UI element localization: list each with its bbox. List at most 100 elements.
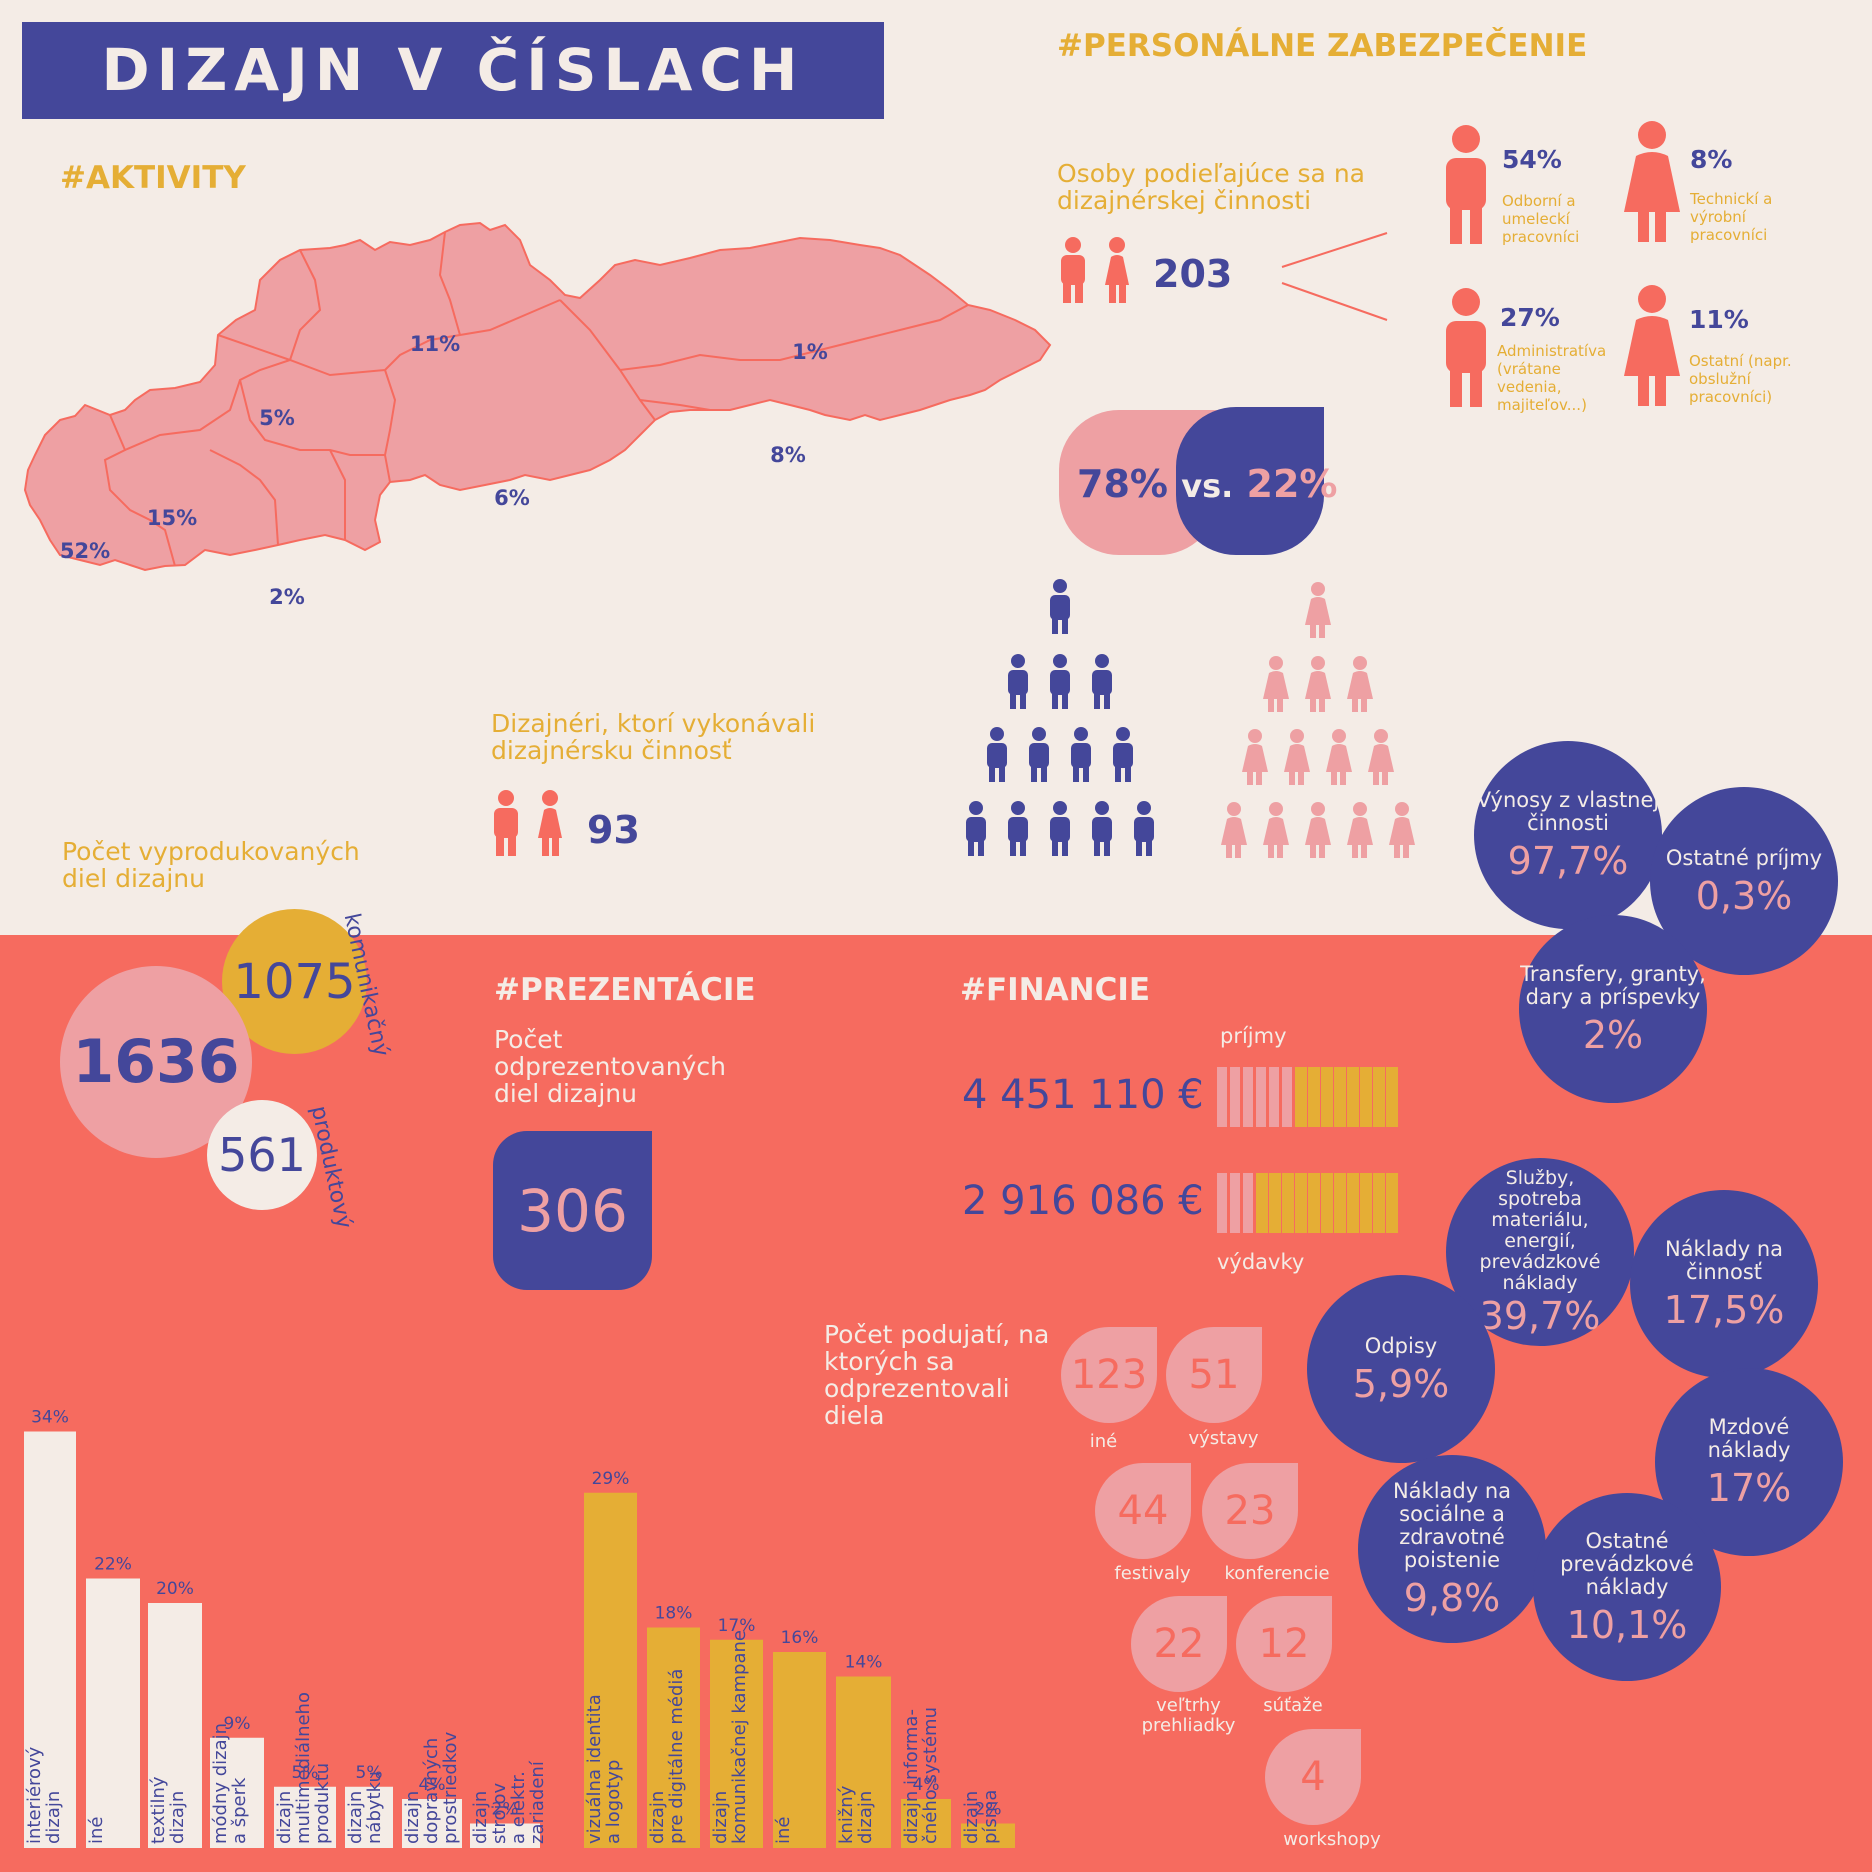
bar-chart2-0: [584, 1492, 637, 1848]
bar-category-label-chart1-7: dizajn: [470, 1791, 491, 1844]
expense-circle-1-pct: 39,7%: [1479, 1294, 1601, 1338]
bar-value-label-chart1-7: 2%: [492, 1800, 519, 1820]
income-circle-3-pct: 2%: [1582, 1013, 1644, 1057]
bar-category-label-chart2-1: pre digitálne médiá: [666, 1669, 687, 1844]
staff-pct-2: 8%: [1690, 145, 1733, 174]
bar-value-label-chart1-3: 9%: [224, 1714, 251, 1734]
bar-chart1-6: [402, 1799, 462, 1848]
event-value-3: 44: [1117, 1488, 1169, 1534]
bar-value-label-chart1-1: 22%: [94, 1555, 132, 1575]
expense-label: výdavky: [1217, 1250, 1305, 1274]
finance-bar-stripe: [1360, 1067, 1372, 1127]
event-drop-4: 23: [1202, 1463, 1298, 1559]
finance-bar-stripe: [1373, 1173, 1385, 1233]
presented-label: Počet odprezentovaných diel dizajnu: [494, 1025, 726, 1108]
finance-bar-stripe: [1347, 1067, 1359, 1127]
event-label-7: workshopy: [1283, 1829, 1381, 1850]
expense-circle-2-label: Náklady na činnosť: [1664, 1237, 1784, 1284]
finance-bar-stripe: [1386, 1173, 1398, 1233]
expense-circle-5-pct: 9,8%: [1403, 1576, 1501, 1620]
staff-label-1: Odborní a umeleckí pracovníci: [1502, 192, 1580, 246]
event-label-1: iné: [1089, 1431, 1118, 1452]
expense-circle-1-label: Služby, spotreba materiálu, energií, pre…: [1479, 1167, 1601, 1294]
finance-bar-stripe: [1321, 1067, 1333, 1127]
staff-label-2: Technickí a výrobní pracovníci: [1690, 190, 1773, 244]
event-drop-5: 22: [1131, 1596, 1227, 1692]
persons-count: 203: [1153, 252, 1233, 296]
event-value-5: 22: [1153, 1621, 1205, 1667]
event-label-3: festivaly: [1114, 1563, 1191, 1584]
designers-people-icon: [494, 790, 562, 856]
bar-category-label-chart2-6: dizajn: [961, 1791, 982, 1844]
event-drop-7: 4: [1265, 1729, 1361, 1825]
map-label-52: 52%: [60, 539, 110, 563]
presented-shape: 306: [493, 1131, 652, 1290]
bar-value-label-chart2-2: 17%: [718, 1616, 756, 1636]
bar-category-label-chart2-3: iné: [773, 1817, 794, 1844]
bar-category-label-chart2-5: čného systému: [920, 1707, 941, 1844]
staff-label-3: Administratíva (vrátane vedenia, majiteľ…: [1497, 342, 1607, 414]
bar-chart1-2: [148, 1603, 202, 1848]
female-icon-2: [1624, 285, 1680, 406]
finance-bar-stripe: [1256, 1067, 1266, 1127]
gender-right-shape: [1176, 407, 1324, 555]
people-pyramids: [966, 579, 1415, 858]
expense-circle-2: Náklady na činnosť 17,5%: [1630, 1190, 1818, 1378]
finance-bar-stripe: [1334, 1067, 1346, 1127]
bar-category-label-chart1-2: textilný: [148, 1776, 169, 1844]
bar-chart2-6: [961, 1823, 1015, 1848]
bar-category-label-chart1-5: nábytku: [364, 1771, 385, 1844]
bar-chart1-7: [470, 1823, 540, 1848]
finance-bar-stripe: [1256, 1173, 1268, 1233]
income-circle-1-pct: 97,7%: [1507, 839, 1629, 883]
bar-chart2-4: [836, 1676, 891, 1848]
section-personal: #PERSONÁLNE ZABEZPEČENIE: [1057, 28, 1588, 64]
bar-chart2-1: [647, 1627, 700, 1848]
designers-label: Dizajnéri, ktorí vykonávali dizajnérsku …: [491, 709, 816, 765]
events-label: Počet podujatí, na ktorých sa odprezento…: [824, 1320, 1050, 1430]
gender-vs: vs.: [1181, 467, 1234, 505]
map-label-15: 15%: [147, 506, 197, 530]
finance-bar-stripe: [1230, 1173, 1240, 1233]
bar-value-label-chart1-2: 20%: [156, 1579, 194, 1599]
income-label: príjmy: [1220, 1024, 1287, 1048]
bar-category-label-chart1-5: dizajn: [345, 1791, 366, 1844]
works-product-circle: 561: [207, 1100, 317, 1210]
map-label-8: 8%: [770, 443, 806, 467]
bottom-background: [0, 935, 1872, 1872]
works-label: Počet vyprodukovaných diel dizajnu: [62, 837, 360, 893]
bar-category-label-chart1-6: dopravných: [421, 1738, 442, 1844]
bar-category-label-chart2-2: komunikačnej kampane: [729, 1630, 750, 1844]
finance-bar-stripe: [1321, 1173, 1333, 1233]
finance-bar-stripe: [1334, 1173, 1346, 1233]
bar-value-label-chart2-1: 18%: [655, 1604, 693, 1624]
event-value-4: 23: [1224, 1488, 1276, 1534]
bar-category-label-chart1-6: dizajn: [402, 1791, 423, 1844]
finance-bar-stripe: [1308, 1173, 1320, 1233]
event-drop-6: 12: [1236, 1596, 1332, 1692]
gender-right-pct: 22%: [1246, 462, 1338, 506]
bar-category-label-chart1-3: módny dizajn: [210, 1723, 231, 1844]
event-value-1: 123: [1070, 1352, 1148, 1398]
finance-bars: [1217, 1067, 1398, 1233]
bar-value-label-chart2-4: 14%: [845, 1653, 883, 1673]
section-financie: #FINANCIE: [960, 972, 1151, 1008]
event-drop-2: 51: [1166, 1327, 1262, 1423]
bar-category-label-chart1-7: a elektr.: [508, 1771, 529, 1844]
slovakia-map: 52% 15% 5% 2% 11% 6% 1% 8%: [23, 221, 1052, 609]
event-drop-1: 123: [1061, 1327, 1157, 1423]
expense-circle-5-label: Náklady na sociálne a zdravotné poisteni…: [1392, 1479, 1512, 1572]
income-amount: 4 451 110 €: [962, 1072, 1204, 1118]
expense-circle-1: Služby, spotreba materiálu, energií, pre…: [1446, 1158, 1634, 1346]
bar-category-label-chart2-4: knižný: [836, 1785, 857, 1844]
finance-bar-stripe: [1282, 1173, 1294, 1233]
income-circle-2-label: Ostatné príjmy: [1665, 845, 1823, 870]
finance-bar-stripe: [1360, 1173, 1372, 1233]
persons-people-icon: [1061, 237, 1129, 303]
income-circle-1: Výnosy z vlastnej činnosti 97,7%: [1474, 741, 1662, 929]
presented-count: 306: [517, 1176, 628, 1245]
bar-value-label-chart1-0: 34%: [31, 1408, 69, 1428]
map-label-1: 1%: [792, 340, 828, 364]
finance-bar-stripe: [1217, 1173, 1227, 1233]
male-icon-2: [1446, 288, 1486, 407]
